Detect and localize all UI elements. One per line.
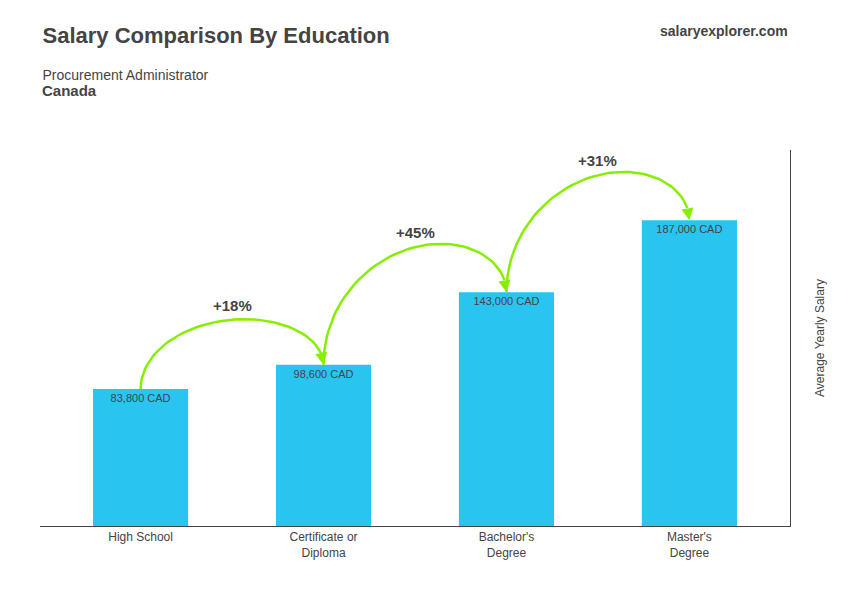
svg-text:+45%: +45% [396, 224, 435, 241]
svg-text:Salary Comparison By Education: Salary Comparison By Education [43, 23, 390, 48]
svg-text:187,000 CAD: 187,000 CAD [656, 223, 722, 235]
svg-text:Certificate orDiploma: Certificate orDiploma [290, 530, 358, 560]
svg-text:Master'sDegree: Master'sDegree [667, 530, 712, 560]
svg-text:Procurement Administrator: Procurement Administrator [43, 67, 209, 83]
svg-text:143,000 CAD: 143,000 CAD [473, 295, 539, 307]
svg-text:Bachelor'sDegree: Bachelor'sDegree [479, 530, 535, 560]
svg-text:salaryexplorer.com: salaryexplorer.com [660, 23, 788, 39]
svg-text:Canada: Canada [42, 82, 97, 99]
svg-text:+18%: +18% [213, 297, 252, 314]
svg-text:Average Yearly Salary: Average Yearly Salary [813, 279, 827, 397]
svg-text:98,600 CAD: 98,600 CAD [294, 368, 354, 380]
svg-text:+31%: +31% [578, 152, 617, 169]
svg-text:83,800 CAD: 83,800 CAD [111, 392, 171, 404]
svg-text:High School: High School [108, 530, 173, 544]
